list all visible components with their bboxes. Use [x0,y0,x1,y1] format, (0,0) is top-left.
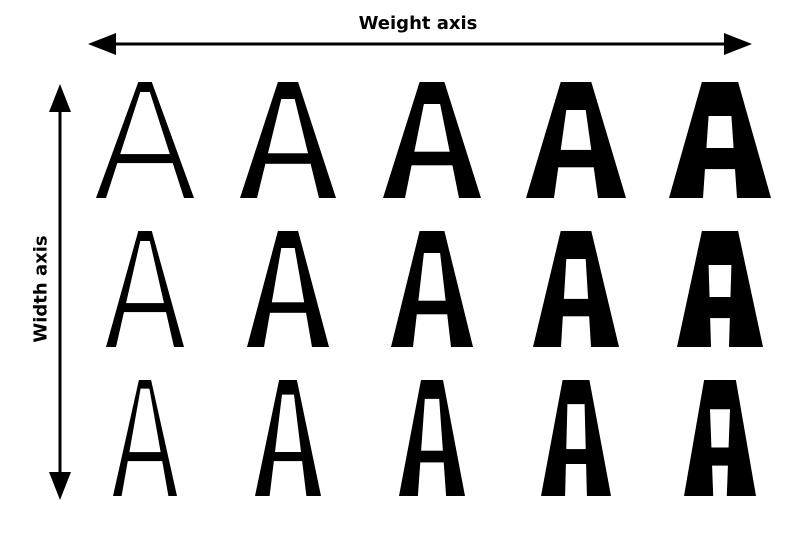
glyph-crossbar [407,300,457,315]
weight-axis-arrowhead-right [724,33,752,55]
glyph-stems [533,231,619,347]
glyph-stems [684,380,756,496]
glyph-stems [399,380,465,496]
glyph-a-r2-c2 [247,231,329,347]
glyph-stems [106,231,184,347]
glyph-crossbar [267,452,309,462]
glyph-crossbar [262,302,314,313]
glyph-a-r3-c4 [541,380,611,496]
weight-axis-label: Weight axis [358,13,478,34]
glyph-crossbar [113,154,177,164]
glyph-a-r2-c3 [391,231,473,347]
glyph-a-r1-c1 [96,82,194,198]
glyph-a-r1-c3 [383,82,481,198]
weight-axis-arrowhead-left [88,33,116,55]
glyph-a-r1-c5 [669,82,771,198]
glyph-crossbar [556,449,596,464]
glyph-stems [113,380,177,496]
glyph-a-r3-c1 [113,380,177,496]
glyph-crossbar [124,452,166,462]
glyph-stems [541,380,611,496]
glyph-grid [96,82,771,496]
weight-axis-arrow [88,33,752,55]
glyph-crossbar [696,297,744,319]
glyph-stems [526,82,626,198]
glyph-crossbar [412,450,452,463]
glyph-a-r3-c3 [399,380,465,496]
glyph-stems [255,380,321,496]
glyph-a-r2-c5 [677,231,763,347]
glyph-crossbar [120,303,170,313]
glyph-stems [247,231,329,347]
glyph-a-r3-c5 [684,380,756,496]
glyph-a-r1-c2 [240,82,336,198]
glyph-crossbar [546,149,606,168]
glyph-a-r1-c4 [526,82,626,198]
glyph-stems [96,82,194,198]
width-axis-arrow [49,84,71,500]
width-axis-arrowhead-bottom [49,472,71,500]
glyph-stems [669,82,771,198]
glyph-a-r2-c1 [106,231,184,347]
glyph-stems [240,82,336,198]
width-axis-label: Width axis [30,235,52,343]
glyph-crossbar [700,447,740,466]
width-axis-arrowhead-top [49,84,71,112]
glyph-a-r3-c2 [255,380,321,496]
glyph-stems [391,231,473,347]
glyph-crossbar [258,153,318,164]
glyph-crossbar [551,298,601,317]
glyph-stems [383,82,481,198]
glyph-a-r2-c4 [533,231,619,347]
glyph-stems [677,231,763,347]
glyph-crossbar [691,148,749,170]
glyph-crossbar [402,151,462,166]
